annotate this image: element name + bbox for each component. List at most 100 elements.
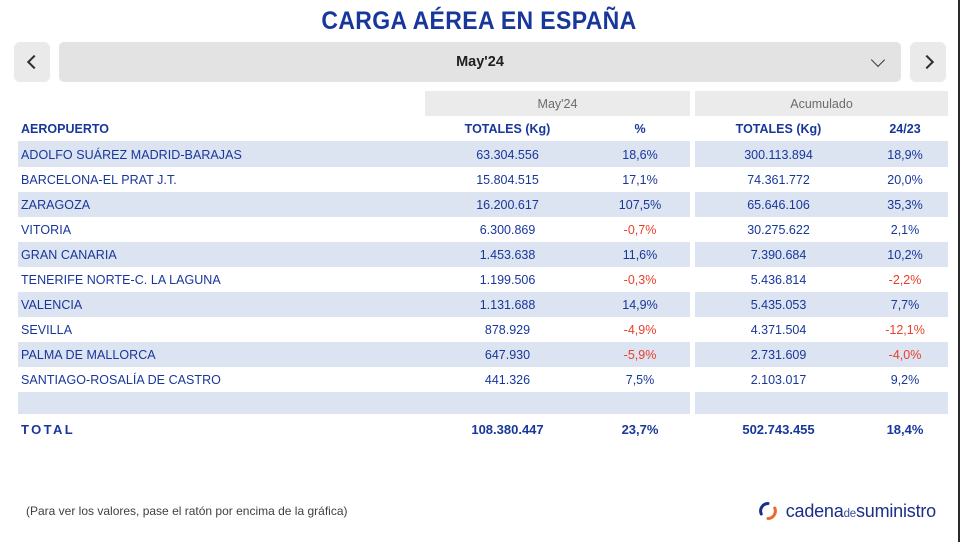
table-row[interactable]: VALENCIA 1.131.688 14,9% 5.435.053 7,7% (18, 292, 949, 317)
cell-acc-pct: 10,2% (862, 242, 949, 267)
cell-spacer-2 (590, 392, 690, 414)
cell-acc-total: 65.646.106 (695, 192, 862, 217)
table-row[interactable]: TENERIFE NORTE-C. LA LAGUNA 1.199.506 -0,3… (18, 267, 948, 292)
cell-acc-total: 5.436.814 (750, 272, 807, 287)
cell-month-pct: -5,9% (590, 342, 690, 367)
cell-airport-name: GRAN CANARIA (18, 242, 425, 267)
cell-spacer-name (18, 392, 425, 414)
cell-acc-pct: 7,7% (862, 292, 949, 317)
cell-month-pct: 18,6% (590, 141, 690, 167)
column-header-airport: AEROPUERTO (18, 116, 425, 142)
cell-total-month-total: 108.380.447 (425, 414, 590, 444)
group-header-gap (690, 91, 695, 116)
cell-airport-name: ADOLFO SUÁREZ MADRID-BARAJAS (18, 141, 425, 167)
cell-acc-pct: 2,1% (890, 222, 920, 237)
cell-month-total: 16.200.617 (425, 192, 590, 217)
cell-acc-total: 300.113.894 (695, 141, 862, 167)
table-row[interactable]: BARCELONA-EL PRAT J.T. 15.804.515 17,1% 74.… (18, 167, 948, 192)
cell-month-total: 647.930 (425, 342, 590, 367)
air-cargo-table: May'24 Acumulado AEROPUERTO TOTALES (Kg)… (18, 91, 949, 444)
cell-acc-total: 5.435.053 (695, 292, 862, 317)
cell-month-pct: -4,9% (623, 322, 657, 337)
next-period-button[interactable] (910, 42, 946, 82)
table-row[interactable]: SEVILLA 878.929 -4,9% 4.371.504 -12,1% (18, 317, 948, 342)
cell-month-pct: 11,6% (590, 242, 690, 267)
period-select[interactable]: May'24 (59, 42, 901, 82)
table-row[interactable]: PALMA DE MALLORCA 647.930 -5,9% 2.731.609 -4… (18, 342, 949, 367)
cell-acc-pct: -12,1% (885, 322, 925, 337)
column-header-acc-total: TOTALES (Kg) (695, 116, 862, 142)
cell-airport-name: PALMA DE MALLORCA (18, 342, 425, 367)
cell-month-pct: 107,5% (590, 192, 690, 217)
cell-airport-name: TENERIFE NORTE-C. LA LAGUNA (21, 272, 221, 287)
cell-acc-pct: 18,9% (862, 141, 949, 167)
cell-total-label: TOTAL (18, 414, 425, 444)
chevron-left-icon (26, 54, 41, 70)
cell-acc-total: 4.371.504 (750, 322, 807, 337)
cargo-table-container: May'24 Acumulado AEROPUERTO TOTALES (Kg)… (0, 82, 958, 444)
cell-acc-total: 30.275.622 (747, 222, 810, 237)
column-header-month-total: TOTALES (Kg) (425, 116, 590, 142)
cell-month-total: 15.804.515 (476, 172, 539, 187)
cell-month-pct: 17,1% (622, 172, 658, 187)
cell-month-total: 441.326 (484, 372, 531, 387)
cell-acc-pct: 20,0% (887, 172, 923, 187)
cell-gap (690, 292, 695, 317)
cell-month-total: 63.304.556 (425, 141, 590, 167)
cell-acc-total: 7.390.684 (695, 242, 862, 267)
cell-acc-total: 74.361.772 (747, 172, 810, 187)
brand-logo-text: cadenadesuministro (786, 501, 936, 522)
cell-spacer-4 (862, 392, 949, 414)
table-row[interactable]: GRAN CANARIA 1.453.638 11,6% 7.390.684 10,2% (18, 242, 949, 267)
cell-month-pct: -0,7% (623, 222, 657, 237)
brand-logo: cadenadesuministro (758, 501, 936, 522)
table-total-row: TOTAL 108.380.447 23,7% 502.743.455 18,4% (18, 414, 949, 444)
cell-gap (690, 141, 695, 167)
cell-gap (690, 342, 695, 367)
cell-spacer-3 (695, 392, 862, 414)
table-body: ADOLFO SUÁREZ MADRID-BARAJAS 63.304.556 18… (18, 141, 949, 444)
page-title: CARGA AÉREA EN ESPAÑA (321, 7, 637, 35)
cell-gap (690, 242, 695, 267)
cell-acc-pct: 35,3% (862, 192, 949, 217)
circular-arrows-icon (758, 502, 777, 520)
cell-acc-total: 2.103.017 (750, 372, 807, 387)
cell-acc-pct: -4,0% (862, 342, 949, 367)
period-select-value: May'24 (456, 54, 504, 70)
table-row[interactable]: ZARAGOZA 16.200.617 107,5% 65.646.106 35,3% (18, 192, 949, 217)
cell-airport-name: ZARAGOZA (18, 192, 425, 217)
logo-word-cadena: cadena (785, 500, 844, 521)
chevron-right-icon (919, 54, 934, 70)
cell-airport-name: BARCELONA-EL PRAT J.T. (21, 172, 177, 187)
column-header-month-pct: % (590, 116, 690, 142)
cell-month-total: 1.453.638 (425, 242, 590, 267)
table-row[interactable]: SANTIAGO-ROSALÍA DE CASTRO 441.326 7,5% 2.1… (18, 367, 948, 392)
group-header-blank (18, 91, 425, 116)
cell-spacer-1 (425, 392, 590, 414)
cell-month-total: 6.300.869 (479, 222, 536, 237)
footer-hint-text: (Para ver los valores, pase el ratón por… (26, 504, 348, 518)
previous-period-button[interactable] (14, 42, 50, 82)
cell-month-pct: 14,9% (590, 292, 690, 317)
table-subheader-row: AEROPUERTO TOTALES (Kg) % TOTALES (Kg) 2… (18, 116, 949, 142)
logo-word-suministro: suministro (855, 500, 936, 521)
table-spacer-row (18, 392, 949, 414)
table-row[interactable]: ADOLFO SUÁREZ MADRID-BARAJAS 63.304.556 18… (18, 141, 949, 167)
cell-airport-name: SEVILLA (21, 322, 73, 337)
cell-airport-name: VALENCIA (18, 292, 425, 317)
cell-acc-total: 2.731.609 (695, 342, 862, 367)
cell-month-pct: 7,5% (625, 372, 655, 387)
period-navigation-bar: May'24 (0, 38, 958, 82)
cell-airport-name: VITORIA (21, 222, 72, 237)
cell-month-total: 1.131.688 (425, 292, 590, 317)
chevron-down-icon (870, 52, 886, 68)
table-row[interactable]: VITORIA 6.300.869 -0,7% 30.275.622 2,1% (18, 217, 948, 242)
column-header-acc-pct: 24/23 (862, 116, 949, 142)
cell-airport-name: SANTIAGO-ROSALÍA DE CASTRO (21, 372, 221, 387)
cell-month-total: 1.199.506 (479, 272, 536, 287)
cell-total-month-pct: 23,7% (590, 414, 690, 444)
cell-month-pct: -0,3% (623, 272, 657, 287)
group-header-accumulated: Acumulado (695, 91, 949, 116)
cell-total-acc-pct: 18,4% (862, 414, 949, 444)
